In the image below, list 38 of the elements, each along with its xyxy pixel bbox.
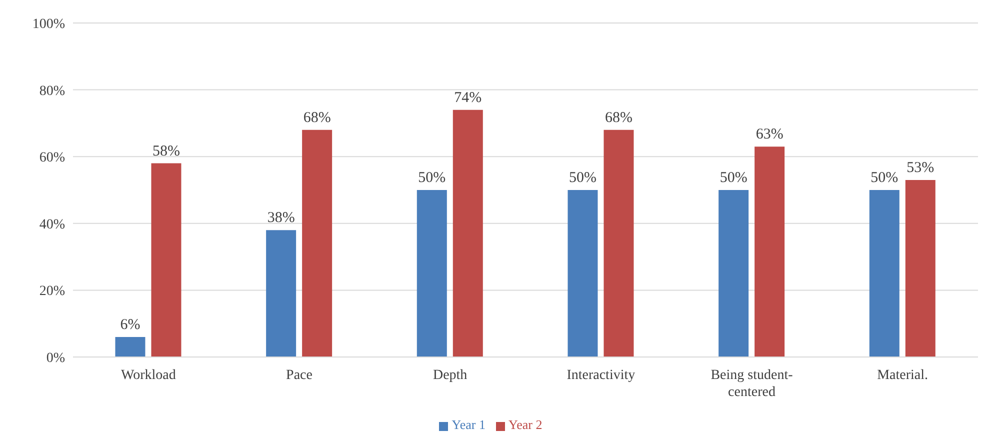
y-tick-label: 0% <box>46 350 66 366</box>
data-label: 63% <box>756 126 784 143</box>
bar <box>416 190 447 357</box>
bar <box>302 130 332 357</box>
data-label: 50% <box>568 170 596 186</box>
x-tick-label: Material. <box>877 368 928 383</box>
bar <box>905 180 936 357</box>
data-label: 38% <box>267 210 295 226</box>
bar <box>151 163 182 357</box>
data-label: 53% <box>906 160 934 176</box>
bar <box>754 146 785 357</box>
y-tick-label: 60% <box>39 150 66 166</box>
y-tick-label: 80% <box>39 84 66 99</box>
x-tick-label: Interactivity <box>566 368 636 383</box>
x-tick-label: Being student-centered <box>710 368 794 400</box>
legend-label: Year 2 <box>508 417 542 432</box>
bar <box>266 230 296 357</box>
data-label: 68% <box>604 110 632 126</box>
bar <box>452 110 483 357</box>
data-label: 50% <box>418 170 446 186</box>
bar <box>115 336 146 357</box>
x-tick-label: Depth <box>432 368 468 383</box>
data-label: 50% <box>870 170 898 186</box>
x-tick-label: Workload <box>120 368 176 383</box>
data-label: 68% <box>303 110 331 126</box>
data-label: 6% <box>120 316 140 333</box>
bar <box>869 190 900 357</box>
y-tick-label: 40% <box>39 217 66 232</box>
bar <box>718 190 749 357</box>
bar <box>568 190 598 357</box>
bar <box>604 130 634 357</box>
y-tick-label: 100% <box>32 16 66 32</box>
legend-label: Year 1 <box>452 417 486 432</box>
data-label: 50% <box>720 170 748 186</box>
data-label: 74% <box>454 90 482 106</box>
data-label: 58% <box>152 143 180 160</box>
x-tick-label: Pace <box>286 368 312 383</box>
y-tick-label: 20% <box>39 284 66 300</box>
